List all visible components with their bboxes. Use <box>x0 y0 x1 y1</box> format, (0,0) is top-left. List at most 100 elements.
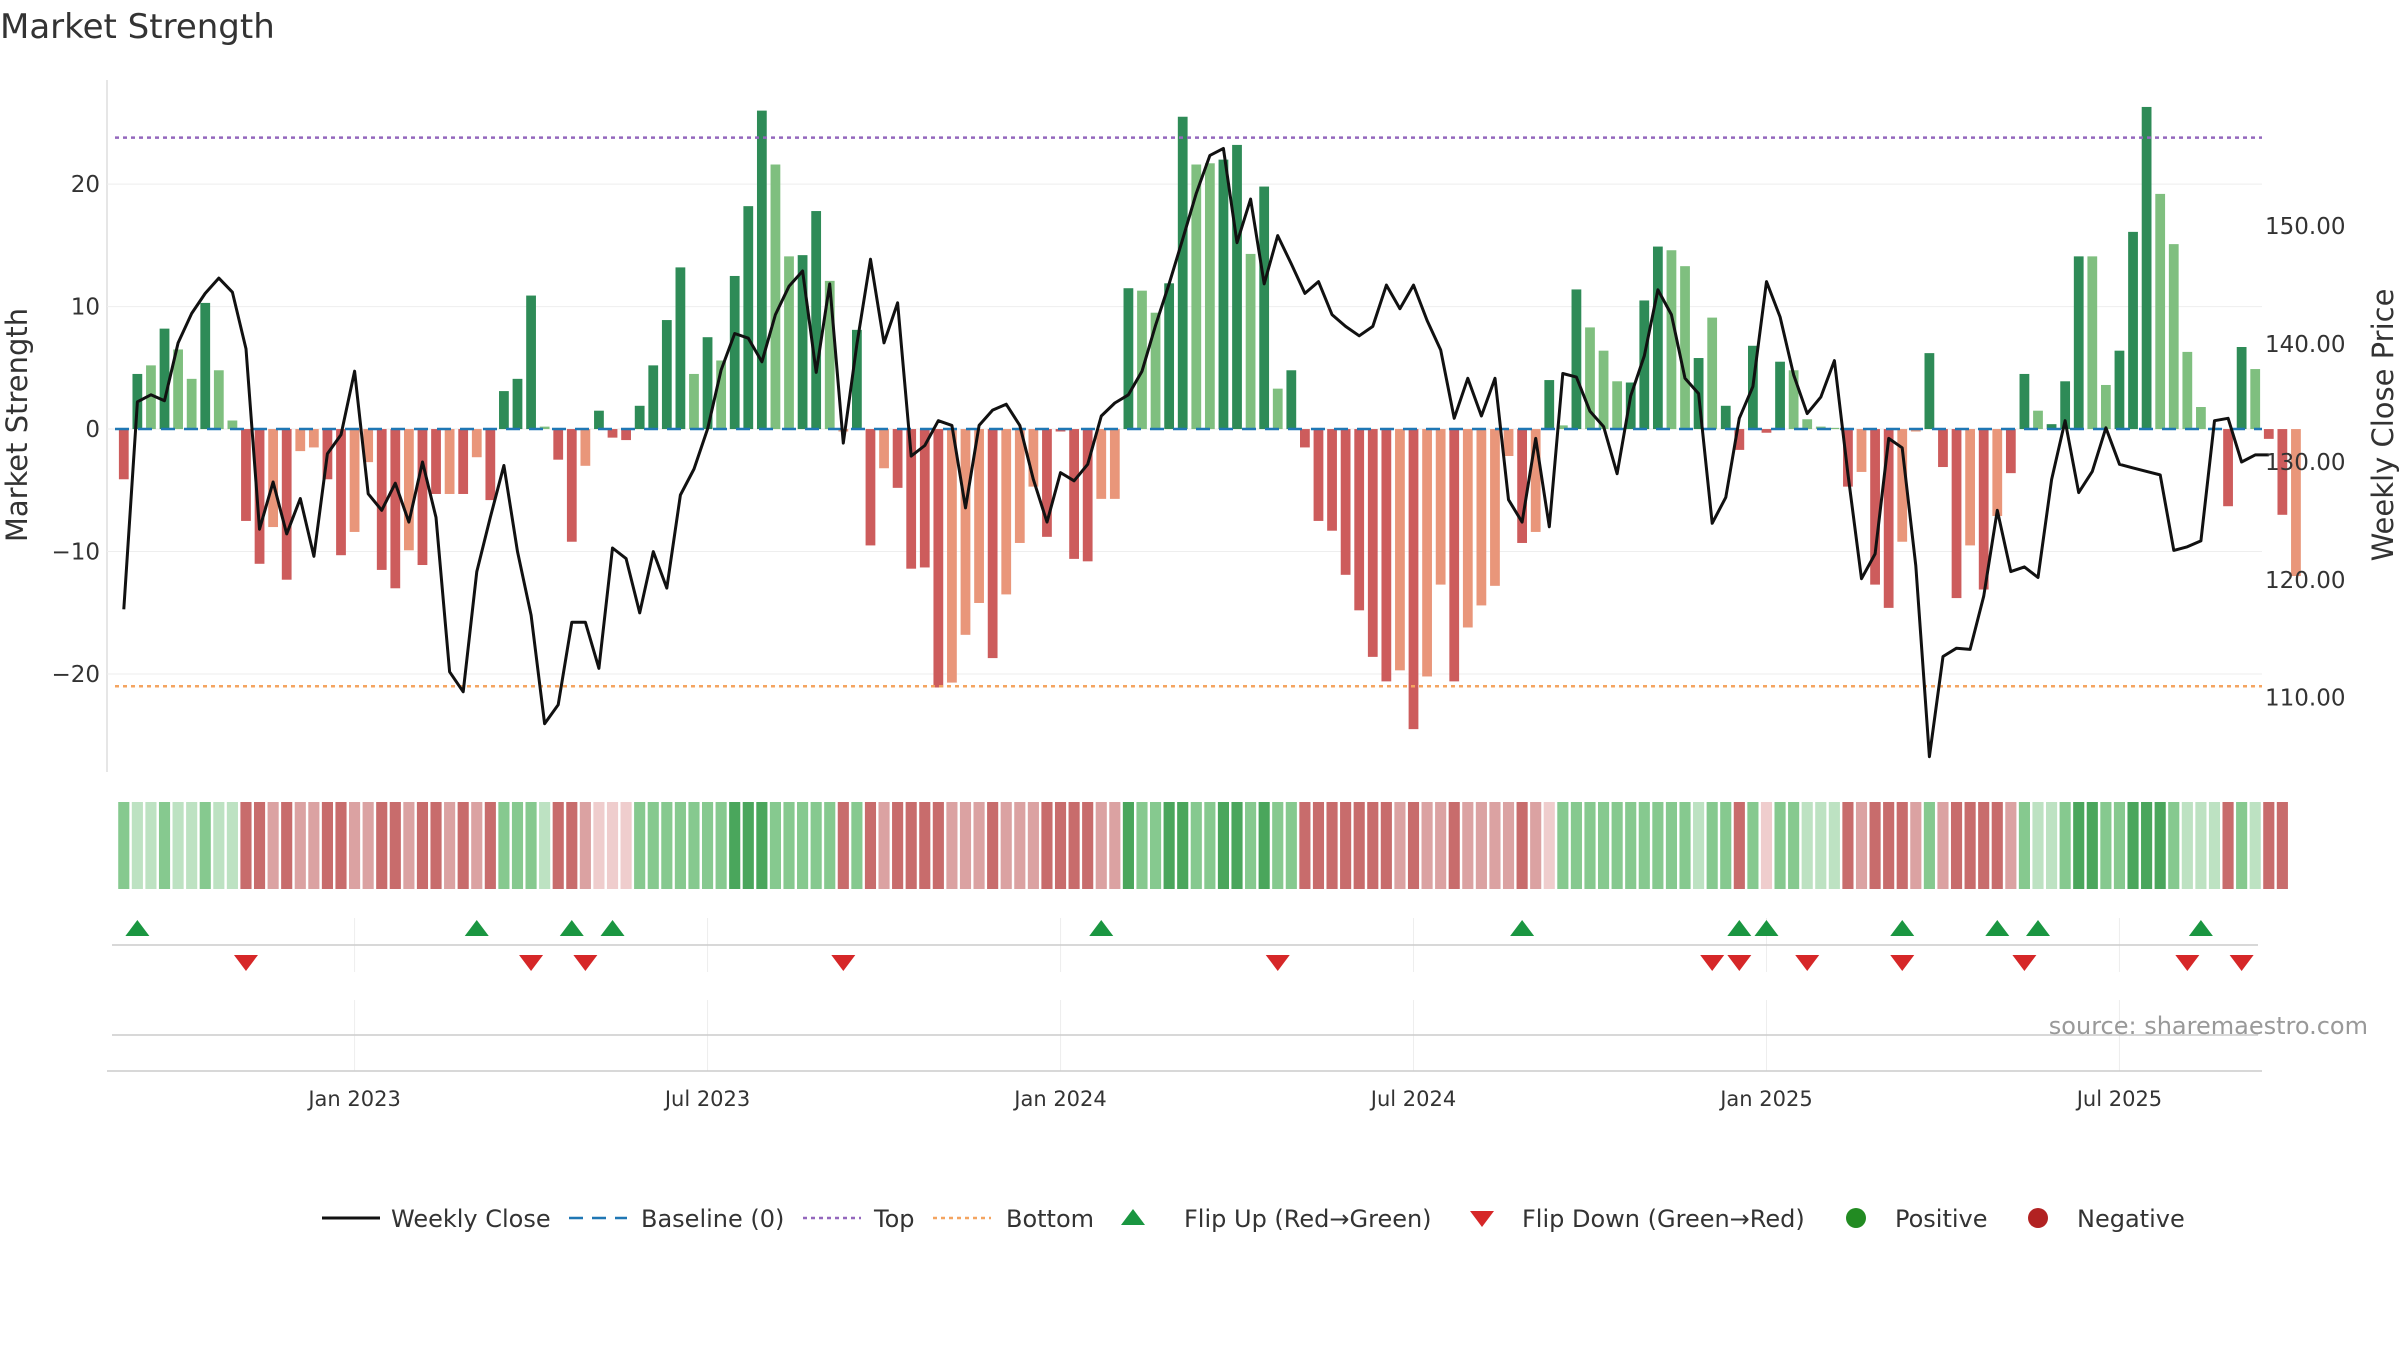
legend-bottom-label: Bottom <box>1006 1205 1094 1233</box>
heat-strip-cell <box>118 802 130 889</box>
heat-strip-cell <box>1380 802 1392 889</box>
heat-strip-cell <box>471 802 483 889</box>
strength-bar <box>1639 300 1650 430</box>
strength-bar <box>1720 405 1731 430</box>
heat-strip-cell <box>226 802 238 889</box>
heat-strip-cell <box>661 802 673 889</box>
strength-bar <box>675 267 686 430</box>
strength-bar <box>1069 429 1079 559</box>
heat-strip-cell <box>1149 802 1162 889</box>
strength-bar <box>431 429 441 494</box>
heat-strip-cell <box>674 802 686 889</box>
heat-strip-cell <box>511 802 524 889</box>
strength-bar <box>661 320 672 430</box>
strength-bar <box>1598 350 1609 430</box>
heat-strip-cell <box>1747 802 1759 889</box>
strength-bar <box>1680 266 1690 430</box>
heat-strip-cell <box>2018 802 2030 889</box>
strength-bar <box>933 429 944 688</box>
strength-bar <box>471 429 482 458</box>
heat-strip-cell <box>539 802 551 889</box>
strength-bar <box>947 429 957 683</box>
flip-up-marker <box>1089 920 1114 936</box>
strength-bar <box>1218 159 1229 430</box>
strength-bar <box>1164 283 1175 430</box>
right-tick-label: 120.00 <box>2265 568 2345 594</box>
heat-strip-cell <box>1407 802 1420 889</box>
legend-negative-label: Negative <box>2077 1205 2185 1233</box>
strength-bar <box>865 429 876 546</box>
heat-strip-cell <box>824 802 836 889</box>
strength-bar <box>1042 429 1052 537</box>
strength-bar <box>1367 429 1378 657</box>
flip-down-marker <box>519 955 544 971</box>
heat-strip-cell <box>1272 802 1284 889</box>
heat-strip-cell <box>552 802 564 889</box>
heat-strip-cell <box>1258 802 1270 889</box>
heat-strip-cell <box>2086 802 2098 889</box>
heat-strip-cell <box>1570 802 1582 889</box>
right-tick-label: 130.00 <box>2265 450 2345 476</box>
strength-bar <box>485 429 496 501</box>
strength-bar <box>1734 429 1745 450</box>
strength-bar <box>1082 429 1093 562</box>
heat-strip-cell <box>145 802 157 889</box>
heat-strip-cell <box>742 802 754 889</box>
strength-bar <box>2128 231 2138 430</box>
right-tick-label: 110.00 <box>2265 686 2345 712</box>
strength-bar <box>376 429 387 570</box>
strength-bar <box>2046 424 2057 430</box>
heat-strip-cell <box>2127 802 2139 889</box>
flip-down-marker <box>2229 955 2254 971</box>
heat-strip-cell <box>1448 802 1460 889</box>
heat-strip-cell <box>946 802 958 889</box>
strength-bar <box>1490 429 1500 586</box>
heat-strip-cell <box>1991 802 2003 889</box>
heat-strip-cell <box>186 802 198 889</box>
heat-strip-cell <box>905 802 917 889</box>
flip-up-marker <box>559 920 584 936</box>
heat-strip-cell <box>1733 802 1745 889</box>
strength-bar <box>1992 429 2003 517</box>
heat-strip-cell <box>213 802 225 889</box>
heat-strip-cell <box>2181 802 2193 889</box>
strength-bar <box>1585 327 1595 430</box>
heat-strip-cell <box>987 802 999 889</box>
heat-strip-cell <box>1638 802 1650 889</box>
flip-up-marker <box>464 920 489 936</box>
strength-bar <box>186 378 197 430</box>
heat-strip-cell <box>1177 802 1189 889</box>
heat-strip-cell <box>2154 802 2166 889</box>
strength-bar <box>458 429 469 494</box>
heat-strip-cell <box>593 802 605 889</box>
strength-bar <box>363 429 374 463</box>
legend-baseline-label: Baseline (0) <box>641 1205 784 1233</box>
legend-flip-down-icon <box>1470 1211 1494 1227</box>
heat-strip-cell <box>647 802 659 889</box>
heat-strip-cell <box>892 802 904 889</box>
left-tick-label: 0 <box>85 417 100 443</box>
heat-strip-cell <box>1625 802 1637 889</box>
heat-strip-cell <box>1163 802 1175 889</box>
heat-strip-cell <box>1353 802 1365 889</box>
heat-strip-cell <box>2168 802 2180 889</box>
source-label: source: sharemaestro.com <box>2049 1012 2368 1040</box>
legend-positive-icon <box>1846 1208 1866 1228</box>
strength-bar <box>689 373 699 430</box>
heat-strip-cell <box>484 802 496 889</box>
left-tick-label: 20 <box>71 172 100 198</box>
strength-bar <box>2019 373 2030 430</box>
heat-strip-cell <box>1421 802 1433 889</box>
heat-strip-cell <box>701 802 714 889</box>
strength-bar <box>1327 429 1337 531</box>
strength-bar <box>512 378 523 430</box>
heat-strip-cell <box>1489 802 1501 889</box>
heat-strip-cell <box>2141 802 2153 889</box>
strength-bar <box>1666 250 1677 430</box>
heat-strip-cell <box>1869 802 1881 889</box>
strength-bar <box>336 429 346 556</box>
heat-strip-cell <box>1611 802 1623 889</box>
strength-bar <box>1137 290 1147 430</box>
heat-strip-cell <box>267 802 279 889</box>
